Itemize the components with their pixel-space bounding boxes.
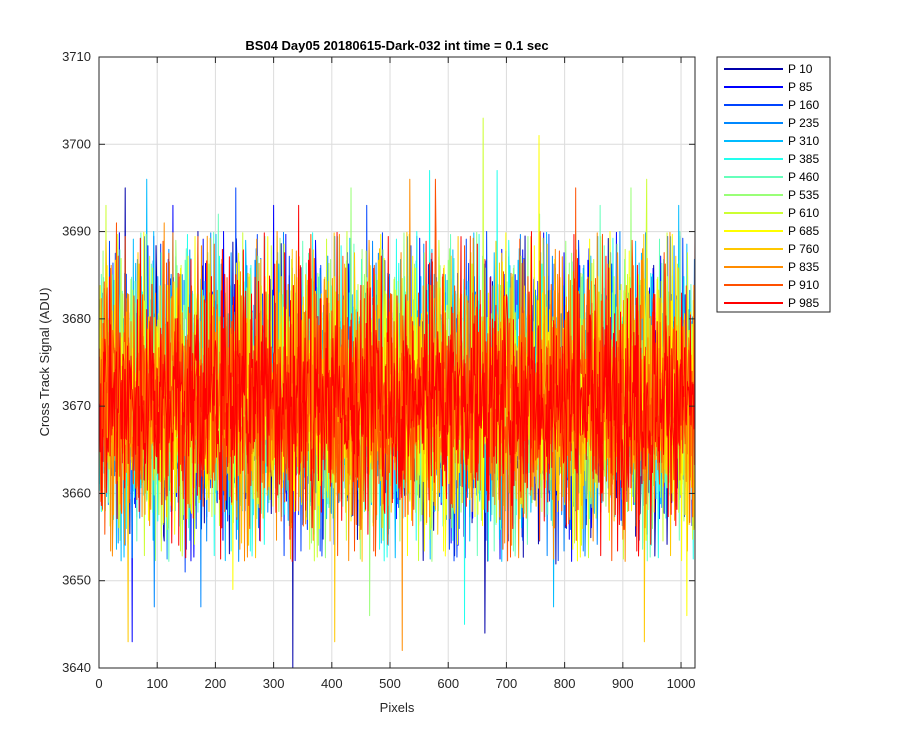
- legend-label: P 985: [788, 296, 819, 310]
- y-tick-label: 3650: [62, 573, 91, 588]
- y-axis-label: Cross Track Signal (ADU): [37, 288, 52, 437]
- series-group: [99, 117, 695, 668]
- x-tick-label: 700: [496, 676, 518, 691]
- y-tick-label: 3660: [62, 485, 91, 500]
- y-tick-label: 3680: [62, 311, 91, 326]
- y-tick-label: 3690: [62, 224, 91, 239]
- chart-title: BS04 Day05 20180615-Dark-032 int time = …: [245, 38, 548, 53]
- legend-label: P 910: [788, 278, 819, 292]
- legend-label: P 535: [788, 188, 819, 202]
- legend-label: P 10: [788, 62, 813, 76]
- legend: P 10 P 85 P 160 P 235 P 310 P 385 P 460 P 535 P …: [716, 56, 831, 313]
- legend-label: P 460: [788, 170, 819, 184]
- series-line-p985: [99, 204, 695, 562]
- x-tick-label: 600: [437, 676, 459, 691]
- legend-label: P 385: [788, 152, 819, 166]
- legend-label: P 835: [788, 260, 819, 274]
- y-tick-label: 3670: [62, 398, 91, 413]
- legend-label: P 760: [788, 242, 819, 256]
- legend-label: P 685: [788, 224, 819, 238]
- legend-label: P 310: [788, 134, 819, 148]
- x-axis: 0 100 200 300 400 500 600 700 800 900 1000: [95, 57, 695, 691]
- y-axis: 3640 3650 3660 3670 3680 3690 3700 3710: [62, 49, 695, 675]
- x-tick-label: 0: [95, 676, 102, 691]
- x-tick-label: 100: [146, 676, 168, 691]
- x-tick-label: 200: [205, 676, 227, 691]
- x-tick-label: 300: [263, 676, 285, 691]
- legend-label: P 610: [788, 206, 819, 220]
- legend-label: P 85: [788, 80, 813, 94]
- x-tick-label: 800: [554, 676, 576, 691]
- x-tick-label: 1000: [667, 676, 696, 691]
- y-tick-label: 3640: [62, 660, 91, 675]
- legend-label: P 235: [788, 116, 819, 130]
- x-tick-label: 400: [321, 676, 343, 691]
- legend-label: P 160: [788, 98, 819, 112]
- x-axis-label: Pixels: [380, 700, 415, 715]
- plot-frame: [98, 56, 696, 669]
- plot-area: [99, 117, 695, 668]
- y-tick-label: 3700: [62, 136, 91, 151]
- y-tick-label: 3710: [62, 49, 91, 64]
- x-tick-label: 500: [379, 676, 401, 691]
- x-tick-label: 900: [612, 676, 634, 691]
- legend-box: [716, 56, 831, 313]
